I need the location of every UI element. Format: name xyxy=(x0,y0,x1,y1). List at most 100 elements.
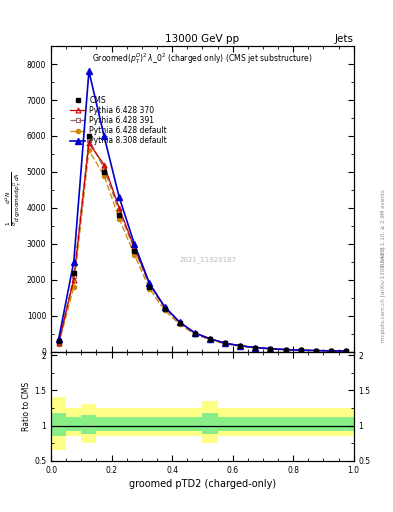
Y-axis label: Ratio to CMS: Ratio to CMS xyxy=(22,381,31,431)
Pythia 6.428 391 xyxy=(268,346,273,352)
Pythia 6.428 391 xyxy=(238,343,242,349)
Pythia 6.428 370 xyxy=(117,205,121,211)
Pythia 6.428 391 xyxy=(253,345,258,351)
Pythia 6.428 370 xyxy=(72,276,76,283)
Pythia 6.428 370 xyxy=(268,346,273,352)
Pythia 6.428 default xyxy=(253,345,258,351)
Pythia 8.308 default xyxy=(253,345,258,351)
CMS xyxy=(102,169,107,175)
CMS xyxy=(208,336,212,342)
Pythia 8.308 default xyxy=(86,68,91,74)
Pythia 8.308 default xyxy=(314,348,318,354)
CMS xyxy=(238,343,242,349)
CMS xyxy=(329,348,333,354)
Pythia 8.308 default xyxy=(72,259,76,265)
Pythia 6.428 391 xyxy=(208,336,212,342)
CMS xyxy=(72,269,76,275)
Pythia 6.428 default xyxy=(72,284,76,290)
CMS xyxy=(117,212,121,218)
Pythia 6.428 370 xyxy=(253,345,258,351)
Pythia 6.428 391 xyxy=(223,340,228,347)
Text: Groomed$(p_T^D)^2\,\lambda\_0^2$ (charged only) (CMS jet substructure): Groomed$(p_T^D)^2\,\lambda\_0^2$ (charge… xyxy=(92,51,312,66)
Pythia 6.428 default xyxy=(329,348,333,354)
Pythia 6.428 391 xyxy=(102,165,107,172)
Pythia 6.428 default xyxy=(283,347,288,353)
Pythia 8.308 default xyxy=(208,336,212,342)
Pythia 6.428 370 xyxy=(162,304,167,310)
Pythia 6.428 default xyxy=(177,321,182,327)
Pythia 6.428 391 xyxy=(314,348,318,354)
Pythia 6.428 391 xyxy=(298,347,303,353)
Pythia 6.428 default xyxy=(86,147,91,154)
CMS xyxy=(86,133,91,139)
Pythia 8.308 default xyxy=(238,343,242,349)
Pythia 6.428 370 xyxy=(283,347,288,353)
Pythia 6.428 default xyxy=(238,343,242,349)
Pythia 6.428 391 xyxy=(56,339,61,346)
Pythia 8.308 default xyxy=(283,347,288,353)
Line: Pythia 6.428 391: Pythia 6.428 391 xyxy=(57,137,348,353)
Pythia 6.428 391 xyxy=(117,208,121,215)
Pythia 6.428 default xyxy=(117,216,121,222)
Pythia 8.308 default xyxy=(147,280,152,286)
CMS xyxy=(314,348,318,354)
Pythia 8.308 default xyxy=(56,336,61,342)
Pythia 6.428 370 xyxy=(86,140,91,146)
Pythia 8.308 default xyxy=(177,319,182,325)
Pythia 8.308 default xyxy=(344,348,349,354)
Text: mcplots.cern.ch [arXiv:1306.3436]: mcplots.cern.ch [arXiv:1306.3436] xyxy=(381,247,386,342)
Pythia 8.308 default xyxy=(193,330,197,336)
Pythia 6.428 default xyxy=(208,337,212,343)
Pythia 6.428 391 xyxy=(344,348,349,354)
CMS xyxy=(132,248,137,254)
CMS xyxy=(298,347,303,353)
Text: 13000 GeV pp: 13000 GeV pp xyxy=(165,33,239,44)
Text: Rivet 3.1.10, ≥ 2.9M events: Rivet 3.1.10, ≥ 2.9M events xyxy=(381,189,386,266)
Pythia 6.428 370 xyxy=(208,336,212,342)
Pythia 8.308 default xyxy=(223,340,228,346)
Pythia 8.308 default xyxy=(102,133,107,139)
CMS xyxy=(268,346,273,352)
Line: Pythia 6.428 default: Pythia 6.428 default xyxy=(57,148,348,353)
Pythia 6.428 391 xyxy=(132,246,137,252)
CMS xyxy=(223,340,228,347)
Pythia 6.428 391 xyxy=(193,330,197,336)
Pythia 6.428 default xyxy=(102,173,107,179)
Pythia 8.308 default xyxy=(132,241,137,247)
Pythia 6.428 default xyxy=(193,331,197,337)
Pythia 6.428 391 xyxy=(147,282,152,288)
Pythia 6.428 391 xyxy=(283,347,288,353)
Pythia 6.428 370 xyxy=(223,340,228,346)
Pythia 6.428 default xyxy=(298,347,303,353)
X-axis label: groomed pTD2 (charged-only): groomed pTD2 (charged-only) xyxy=(129,479,276,489)
Legend: CMS, Pythia 6.428 370, Pythia 6.428 391, Pythia 6.428 default, Pythia 8.308 defa: CMS, Pythia 6.428 370, Pythia 6.428 391,… xyxy=(67,93,170,148)
Pythia 6.428 default xyxy=(162,307,167,313)
Pythia 6.428 default xyxy=(314,348,318,354)
Line: CMS: CMS xyxy=(57,134,348,353)
Pythia 8.308 default xyxy=(268,346,273,352)
Text: Jets: Jets xyxy=(335,33,354,44)
CMS xyxy=(56,338,61,344)
Line: Pythia 8.308 default: Pythia 8.308 default xyxy=(56,69,349,354)
CMS xyxy=(344,348,349,354)
Pythia 6.428 391 xyxy=(329,348,333,354)
Pythia 6.428 370 xyxy=(238,343,242,349)
Pythia 6.428 370 xyxy=(298,347,303,353)
Pythia 6.428 370 xyxy=(132,244,137,250)
CMS xyxy=(177,320,182,326)
Pythia 8.308 default xyxy=(162,304,167,310)
Pythia 6.428 370 xyxy=(56,339,61,346)
Pythia 6.428 default xyxy=(344,348,349,354)
Pythia 6.428 370 xyxy=(193,330,197,336)
Pythia 6.428 370 xyxy=(177,319,182,325)
Pythia 8.308 default xyxy=(298,347,303,353)
Pythia 6.428 370 xyxy=(344,348,349,354)
Pythia 6.428 default xyxy=(268,346,273,352)
Pythia 6.428 default xyxy=(147,286,152,292)
Pythia 6.428 default xyxy=(56,342,61,348)
Pythia 8.308 default xyxy=(329,348,333,354)
CMS xyxy=(283,347,288,353)
CMS xyxy=(162,306,167,312)
Pythia 6.428 370 xyxy=(329,348,333,354)
Pythia 6.428 391 xyxy=(86,137,91,143)
